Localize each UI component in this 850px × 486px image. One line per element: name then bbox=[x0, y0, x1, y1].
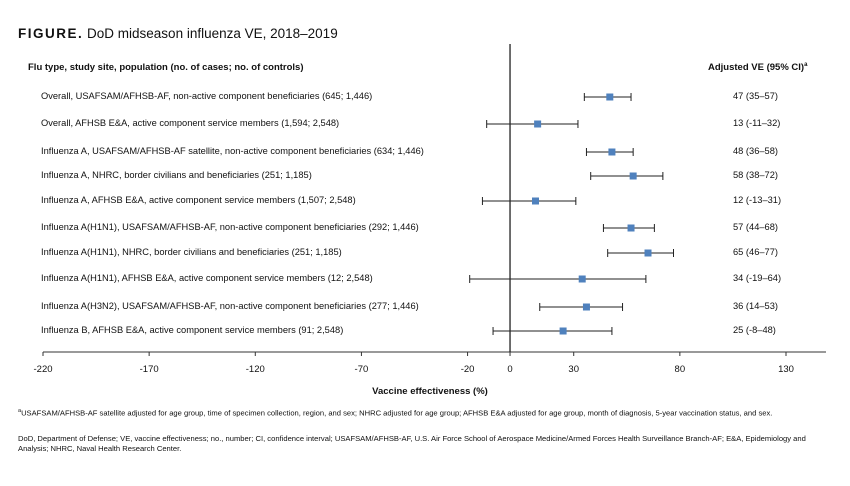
row-ve-value: 34 (-19–64) bbox=[733, 273, 782, 283]
ve-point-marker bbox=[532, 197, 540, 205]
ve-point-marker bbox=[629, 172, 637, 180]
row-label: Overall, AFHSB E&A, active component ser… bbox=[41, 118, 340, 128]
x-tick-label: -120 bbox=[245, 364, 265, 375]
x-tick-label: -20 bbox=[460, 364, 475, 375]
footnote-abbreviations: DoD, Department of Defense; VE, vaccine … bbox=[18, 434, 806, 453]
row-ve-value: 12 (-13–31) bbox=[733, 195, 782, 205]
row-label: Influenza A(H1N1), USAFSAM/AFHSB-AF, non… bbox=[41, 222, 419, 232]
right-column-header-mark: a bbox=[804, 62, 808, 68]
row-ve-value: 58 (38–72) bbox=[733, 170, 778, 180]
left-column-header: Flu type, study site, population (no. of… bbox=[28, 62, 304, 73]
ve-point-marker bbox=[582, 303, 590, 311]
row-label: Influenza A(H1N1), AFHSB E&A, active com… bbox=[41, 273, 373, 283]
marks-layer bbox=[469, 93, 674, 335]
footnote-adjustment-text: USAFSAM/AFHSB-AF satellite adjusted for … bbox=[21, 408, 773, 418]
figure-label: FIGURE. bbox=[18, 26, 84, 41]
x-tick-label: 80 bbox=[674, 364, 686, 375]
row-label: Influenza A, USAFSAM/AFHSB-AF satellite,… bbox=[41, 146, 424, 156]
right-column-header-text: Adjusted VE (95% CI) bbox=[708, 62, 805, 74]
row-label: Influenza A, NHRC, border civilians and … bbox=[41, 170, 312, 180]
ve-point-marker bbox=[644, 249, 652, 257]
row-ve-value: 36 (14–53) bbox=[733, 301, 778, 311]
x-axis-label: Vaccine effectiveness (%) bbox=[372, 386, 488, 397]
right-column-header: Adjusted VE (95% CI)a bbox=[708, 62, 807, 73]
footnote-adjustment: aUSAFSAM/AFHSB-AF satellite adjusted for… bbox=[18, 406, 833, 419]
figure-title-text: DoD midseason influenza VE, 2018–2019 bbox=[87, 26, 338, 41]
row-label: Influenza A, AFHSB E&A, active component… bbox=[41, 195, 356, 205]
x-tick-label: -70 bbox=[354, 364, 369, 375]
row-ve-value: 47 (35–57) bbox=[733, 91, 778, 101]
ve-point-marker bbox=[534, 120, 542, 128]
x-tick-label: 30 bbox=[568, 364, 579, 375]
ve-point-marker bbox=[606, 93, 614, 101]
row-label: Influenza A(H1N1), NHRC, border civilian… bbox=[41, 247, 342, 257]
row-ve-value: 57 (44–68) bbox=[733, 222, 778, 232]
row-label: Influenza A(H3N2), USAFSAM/AFHSB-AF, non… bbox=[41, 301, 419, 311]
row-ve-value: 25 (-8–48) bbox=[733, 325, 776, 335]
row-ve-value: 13 (-11–32) bbox=[733, 118, 781, 128]
x-tick-label: -170 bbox=[139, 364, 159, 375]
figure-title: FIGURE. DoD midseason influenza VE, 2018… bbox=[18, 26, 338, 41]
ve-point-marker bbox=[559, 327, 567, 335]
row-ve-value: 65 (46–77) bbox=[733, 247, 778, 257]
row-ve-value: 48 (36–58) bbox=[733, 146, 778, 156]
x-tick-label: 130 bbox=[778, 364, 794, 375]
x-tick-label: -220 bbox=[33, 364, 53, 375]
row-label: Overall, USAFSAM/AFHSB-AF, non-active co… bbox=[41, 91, 373, 101]
ve-point-marker bbox=[578, 275, 586, 283]
ve-point-marker bbox=[608, 148, 616, 156]
row-label: Influenza B, AFHSB E&A, active component… bbox=[41, 325, 344, 335]
ve-point-marker bbox=[627, 224, 635, 232]
footnote-mark: a bbox=[18, 408, 22, 414]
axis-layer bbox=[42, 44, 826, 356]
x-tick-label: 0 bbox=[507, 364, 513, 375]
